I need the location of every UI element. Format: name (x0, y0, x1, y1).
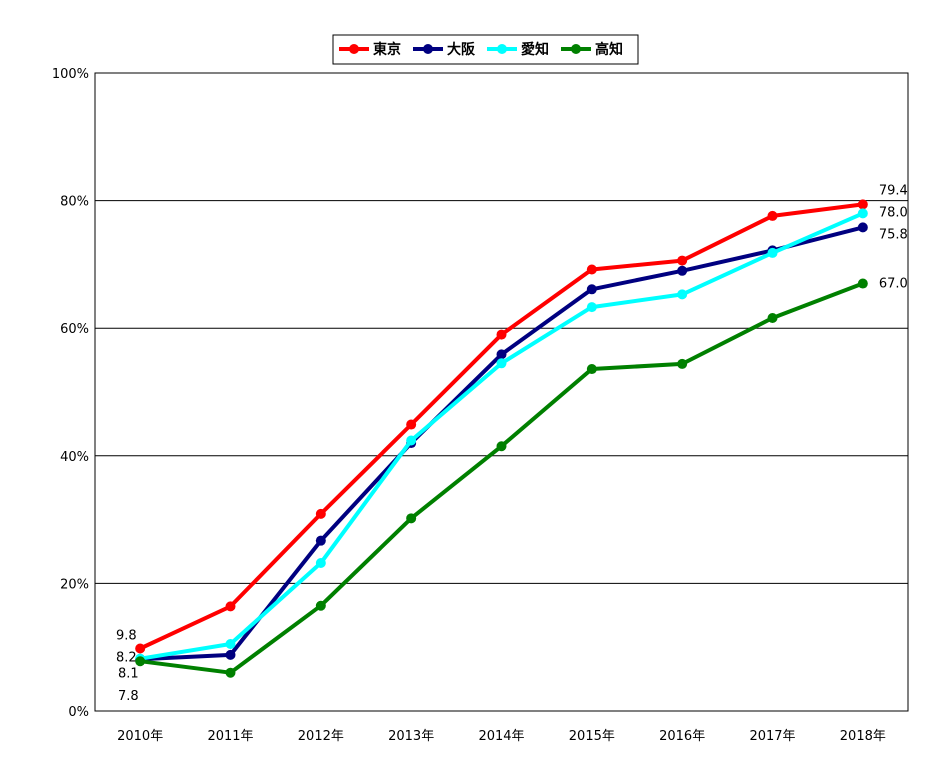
legend: 東京 大阪 愛知 高知 (332, 34, 639, 65)
legend-item: 東京 (339, 41, 401, 58)
y-tick-label: 0% (68, 705, 89, 720)
data-point (315, 535, 326, 546)
data-point (406, 513, 417, 524)
legend-item: 大阪 (413, 41, 476, 58)
data-point (677, 265, 688, 276)
y-tick-label: 40% (60, 450, 89, 465)
x-tick-label: 2014年 (478, 729, 524, 744)
gridlines (95, 200, 908, 584)
series-3 (135, 208, 868, 664)
data-point (496, 441, 507, 452)
data-point (586, 284, 597, 295)
data-point (586, 264, 597, 275)
data-label: 75.8 (879, 227, 908, 242)
data-point (677, 358, 688, 369)
data-point (586, 364, 597, 375)
legend-label: 大阪 (447, 41, 476, 58)
legend-swatch-marker (349, 44, 359, 54)
data-point (406, 419, 417, 430)
series-line (138, 202, 865, 651)
data-point (496, 358, 507, 369)
x-tick-label: 2012年 (298, 729, 344, 744)
data-point (225, 667, 236, 678)
y-tick-label: 60% (60, 322, 89, 337)
data-label: 78.0 (879, 205, 908, 220)
data-point (135, 643, 146, 654)
data-point (857, 222, 868, 233)
x-tick-label: 2015年 (569, 729, 615, 744)
legend-item: 愛知 (487, 41, 549, 58)
data-label: 8.2 (116, 651, 137, 666)
data-label: 8.1 (118, 666, 139, 681)
series-layer (135, 199, 868, 678)
data-point (225, 649, 236, 660)
x-tick-label: 2010年 (117, 729, 163, 744)
data-point (315, 557, 326, 568)
data-point (677, 255, 688, 266)
legend-swatch-marker (497, 44, 507, 54)
data-point (586, 302, 597, 313)
y-axis-tick-labels: 0% 20% 40% 60% 80% 100% (52, 67, 89, 720)
x-tick-label: 2011年 (207, 729, 253, 744)
x-tick-label: 2017年 (749, 729, 795, 744)
series-line (138, 211, 865, 661)
x-tick-label: 2016年 (659, 729, 705, 744)
data-point (767, 247, 778, 258)
data-point (135, 656, 146, 667)
data-point (677, 289, 688, 300)
y-tick-label: 20% (60, 577, 89, 592)
data-point (315, 508, 326, 519)
data-point (406, 435, 417, 446)
series-line (138, 281, 865, 675)
data-label: 67.0 (879, 277, 908, 292)
data-point (496, 329, 507, 340)
legend-item: 高知 (561, 41, 623, 58)
data-point (857, 278, 868, 289)
legend-swatch-marker (423, 44, 433, 54)
data-point (767, 312, 778, 323)
data-labels: 9.8 8.28.1 7.8 79.4 78.0 75.8 67.0 (116, 183, 908, 704)
data-label: 9.8 (116, 628, 137, 643)
data-point (496, 349, 507, 360)
series-1 (135, 199, 868, 654)
plot-area (94, 72, 909, 712)
legend-label: 愛知 (521, 41, 549, 58)
legend-label: 高知 (595, 41, 623, 58)
data-point (225, 639, 236, 650)
x-tick-label: 2013年 (388, 729, 434, 744)
data-point (767, 210, 778, 221)
legend-items: 東京 大阪 愛知 高知 (339, 41, 623, 58)
data-point (315, 600, 326, 611)
x-tick-label: 2018年 (840, 729, 886, 744)
series-4 (135, 278, 868, 678)
data-label: 7.8 (118, 689, 139, 704)
data-point (225, 601, 236, 612)
data-point (857, 199, 868, 210)
data-label: 79.4 (879, 183, 908, 198)
x-axis-tick-labels: 2010年 2011年 2012年 2013年 2014年 2015年 2016年 2017年… (117, 729, 886, 744)
legend-label: 東京 (373, 41, 401, 58)
data-point (857, 208, 868, 219)
legend-swatch-marker (571, 44, 581, 54)
y-tick-label: 80% (60, 195, 89, 210)
y-tick-label: 100% (52, 67, 89, 82)
